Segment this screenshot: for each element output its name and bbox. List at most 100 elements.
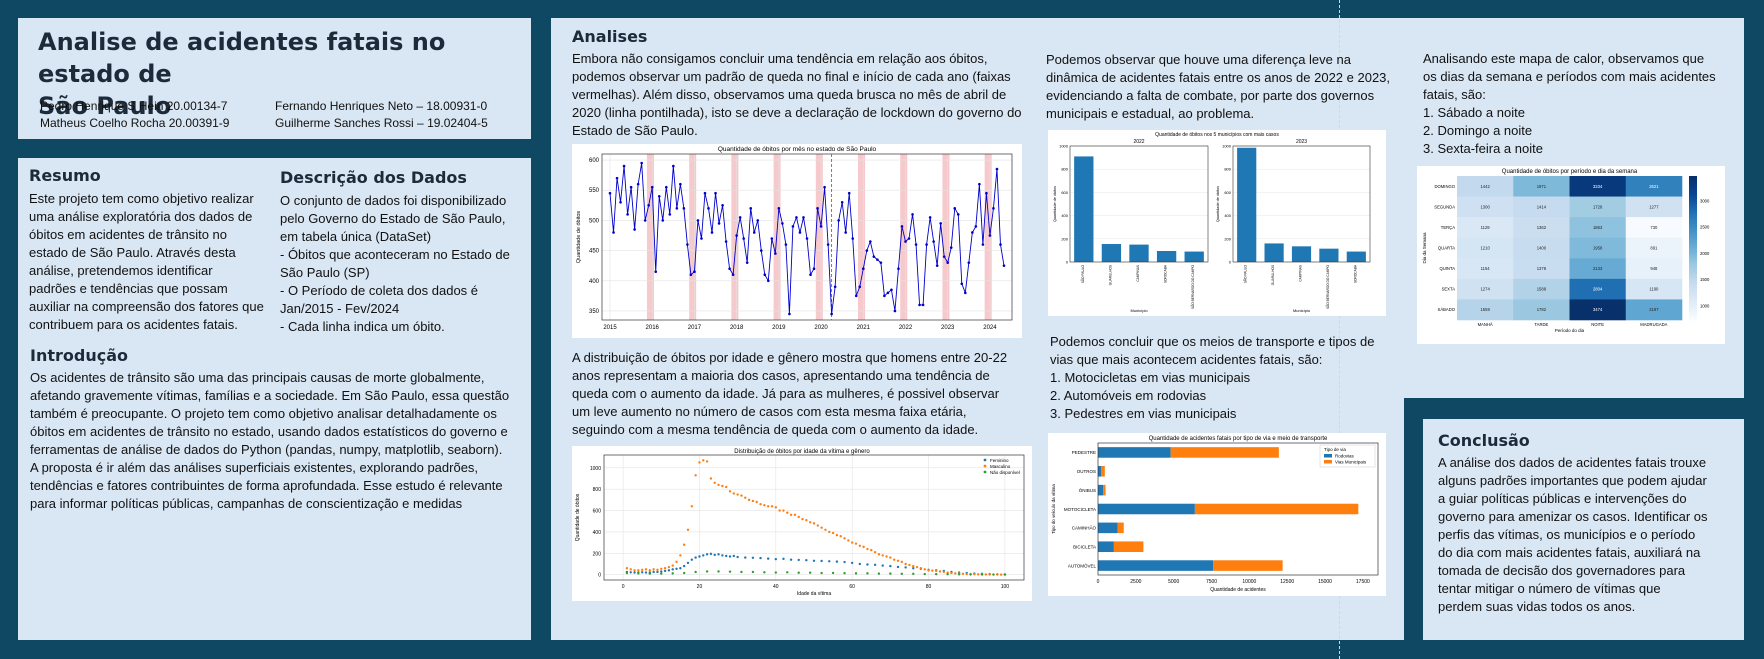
data-point	[928, 216, 932, 219]
heat-cell	[1513, 237, 1570, 259]
heat-cell	[1625, 258, 1683, 280]
text-line: Os acidentes de trânsito são uma das pri…	[30, 370, 485, 385]
data-point	[835, 560, 839, 563]
x-tick-label: 17500	[1356, 579, 1370, 585]
data-point	[953, 207, 957, 210]
bar-segment	[1117, 522, 1124, 534]
y-axis-label: Quantidade de óbitos	[575, 493, 581, 541]
text-line: a guiar políticas públicas e intervençõe…	[1438, 491, 1687, 506]
data-point	[784, 243, 788, 246]
cell-value: 1559	[1480, 307, 1490, 312]
text-line: 3. Sexta-feira a noite	[1423, 141, 1543, 156]
bar	[1264, 243, 1284, 262]
data-point	[625, 571, 629, 575]
data-point	[925, 243, 928, 246]
data-point	[816, 524, 820, 527]
descricao-title: Descrição dos Dados	[280, 168, 467, 187]
colorbar-step	[1689, 315, 1697, 318]
data-point	[896, 559, 900, 562]
data-point	[732, 554, 736, 558]
colorbar-step	[1689, 245, 1697, 249]
data-point	[644, 571, 648, 574]
x-tick-label: SÃO BERNARDO DO CAMPO	[1325, 264, 1330, 308]
y-tick-label: SEXTA	[1442, 287, 1456, 292]
data-point	[640, 568, 644, 572]
plot-frame	[1069, 145, 1209, 263]
data-point	[622, 164, 626, 168]
data-point	[900, 560, 904, 564]
data-point	[717, 222, 721, 225]
cell-value: 3334	[1593, 184, 1603, 189]
data-point	[705, 460, 709, 463]
y-axis-label: Quantidade de óbitos	[1216, 186, 1220, 222]
text-line: Jan/2015 - Fev/2024	[280, 301, 400, 316]
cell-value: 1414	[1537, 204, 1547, 209]
data-point	[954, 572, 957, 575]
data-point	[774, 571, 778, 574]
colorbar-step	[1689, 209, 1697, 213]
data-point	[714, 191, 717, 195]
text-line: uma análise exploratória dos dados de	[29, 209, 253, 224]
heat-cell	[1513, 258, 1570, 280]
data-point	[751, 499, 755, 503]
data-point	[847, 539, 850, 542]
analises-p3: Podemos observar que houve uma diferença…	[1046, 51, 1390, 123]
data-point	[789, 513, 793, 517]
colorbar-step	[1689, 195, 1697, 198]
data-point	[877, 572, 881, 575]
data-point	[869, 240, 872, 243]
data-point	[667, 569, 671, 572]
text-line: tomada de decisão dos governadores para	[1438, 563, 1686, 578]
colorbar-step	[1689, 310, 1697, 314]
y-tick-label: 600	[1224, 190, 1231, 195]
x-tick-label: 20	[697, 584, 703, 590]
data-point	[786, 571, 789, 574]
text-line: em tabela única (DataSet)	[280, 229, 432, 244]
data-point	[766, 505, 770, 508]
data-point	[619, 200, 622, 204]
colorbar-step	[1689, 260, 1697, 263]
plot-frame	[1232, 145, 1371, 263]
data-point	[904, 566, 907, 569]
data-point	[664, 185, 668, 189]
data-point	[957, 573, 961, 576]
data-point	[812, 522, 816, 525]
data-point	[823, 185, 826, 189]
panel-title: 2023	[1296, 139, 1307, 145]
text-line: fatais, são:	[1423, 87, 1486, 102]
heat-cell	[1457, 176, 1514, 197]
colorbar-step	[1689, 243, 1697, 246]
data-point	[660, 570, 663, 573]
text-line: vias que mais acontecem acidentes fatais…	[1050, 352, 1323, 367]
data-point	[648, 569, 652, 572]
text-line: pelo Governo do Estado de São Paulo,	[280, 211, 506, 226]
data-point	[809, 273, 812, 277]
text-line: governo para amenizar os casos. Identifi…	[1438, 509, 1708, 524]
x-tick-label: 5000	[1168, 579, 1179, 585]
text-line: também é preocupante. O projeto tem como…	[30, 406, 497, 421]
data-point	[824, 528, 827, 531]
data-point	[608, 191, 612, 195]
data-point	[740, 494, 743, 497]
data-point	[831, 571, 835, 575]
cell-value: 2197	[1649, 307, 1659, 312]
text-line: queda com o aumento da idade. Já para as…	[572, 386, 1000, 401]
x-tick-label: 100	[1001, 584, 1010, 590]
x-tick-label: 0	[1097, 579, 1100, 585]
bar-segment	[1098, 484, 1104, 496]
data-point	[904, 562, 907, 566]
x-tick-label: GUARULHOS	[1108, 265, 1112, 285]
data-point	[728, 267, 731, 270]
colorbar-step	[1689, 296, 1697, 299]
text-line: tendências e fatores contribuintes de fo…	[30, 478, 503, 493]
data-point	[756, 219, 760, 222]
data-point	[738, 216, 742, 219]
text-line: auxiliar na compreensão dos fatores que	[29, 299, 264, 314]
data-point	[904, 240, 907, 243]
cell-value: 1400	[1537, 246, 1547, 251]
bar	[1346, 251, 1366, 262]
text-line: A análise dos dados de acidentes fatais …	[1438, 455, 1707, 470]
cell-value: 948	[1650, 266, 1658, 271]
data-point	[828, 560, 831, 563]
x-axis-label: Município	[1130, 308, 1148, 313]
